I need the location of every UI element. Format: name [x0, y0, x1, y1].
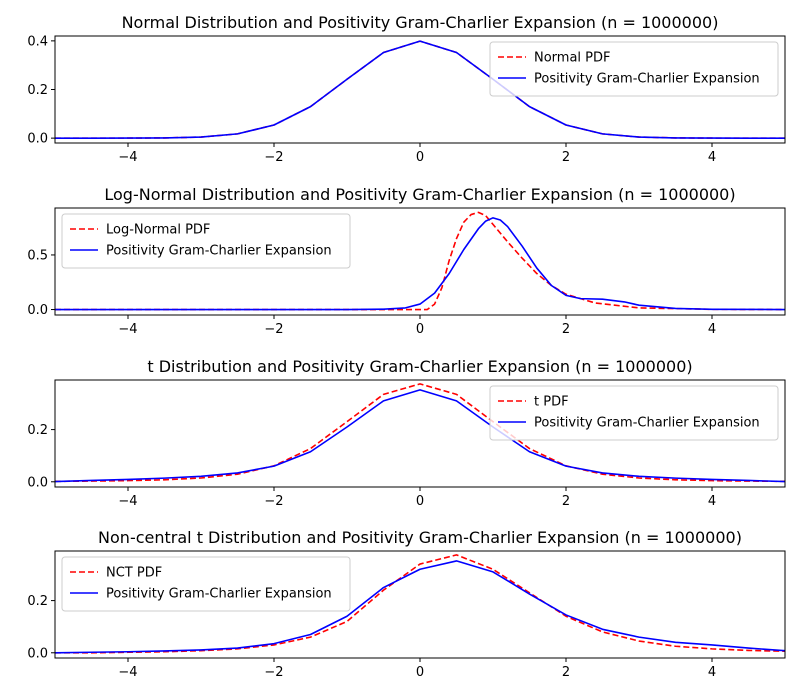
chart-2-legend-label: Log-Normal PDF [106, 223, 210, 238]
chart-4-series-gram-charlier-line [55, 560, 785, 654]
chart-4-ytick-label: 0.2 [27, 594, 48, 609]
chart-3-legend-label: Positivity Gram-Charlier Expansion [534, 416, 760, 431]
chart-3-legend-label: t PDF [534, 395, 569, 410]
chart-1-ytick-label: 0.0 [27, 132, 48, 147]
chart-1-legend-label: Positivity Gram-Charlier Expansion [534, 72, 760, 87]
chart-2-ytick-label: 0.5 [27, 248, 48, 263]
chart-3-legend: t PDF Positivity Gram-Charlier Expansion [489, 385, 779, 441]
chart-3-series-pdf-line [55, 383, 785, 483]
chart-1-legend-box [489, 41, 779, 97]
chart-1-ytick-label: 0.4 [27, 34, 48, 49]
chart-4: Non-central t Distribution and Positivit… [27, 528, 786, 680]
chart-3-series-gram-charlier-line [55, 389, 785, 483]
chart-1: Normal Distribution and Positivity Gram-… [27, 13, 786, 165]
chart-1-xtick-label: −4 [118, 150, 137, 165]
chart-1-xtick-label: 2 [562, 150, 570, 165]
chart-4-xtick-label: 2 [562, 665, 570, 680]
chart-2-xtick-label: 4 [708, 322, 716, 337]
chart-1-legend-label: Normal PDF [534, 51, 611, 66]
chart-2-xtick-label: −4 [118, 322, 137, 337]
chart-3-xtick-label: −2 [264, 494, 283, 509]
chart-1-series-gram-charlier-line [55, 40, 785, 139]
chart-2-series-pdf-line [55, 211, 785, 311]
chart-3-xtick-label: 0 [416, 494, 424, 509]
chart-2-title: Log-Normal Distribution and Positivity G… [104, 185, 735, 204]
chart-2-xtick-label: 2 [562, 322, 570, 337]
chart-3-xtick-label: 4 [708, 494, 716, 509]
chart-4-legend: NCT PDF Positivity Gram-Charlier Expansio… [61, 556, 351, 612]
chart-1-ytick-label: 0.2 [27, 83, 48, 98]
chart-2-xtick-label: 0 [416, 322, 424, 337]
chart-2-series-gram-charlier-line [55, 217, 785, 311]
chart-4-legend-box [61, 556, 351, 612]
chart-3-legend-box [489, 385, 779, 441]
chart-3-xtick-label: 2 [562, 494, 570, 509]
chart-4-legend-label: NCT PDF [106, 566, 162, 581]
chart-2-legend-label: Positivity Gram-Charlier Expansion [106, 244, 332, 259]
chart-4-xtick-label: 4 [708, 665, 716, 680]
chart-4-legend-label: Positivity Gram-Charlier Expansion [106, 587, 332, 602]
chart-4-xtick-label: −2 [264, 665, 283, 680]
chart-4-xtick-label: 0 [416, 665, 424, 680]
chart-1-xtick-label: 4 [708, 150, 716, 165]
chart-4-ytick-label: 0.0 [27, 646, 48, 661]
chart-2-xtick-label: −2 [264, 322, 283, 337]
chart-1-xtick-label: −2 [264, 150, 283, 165]
chart-1-xtick-label: 0 [416, 150, 424, 165]
chart-4-xtick-label: −4 [118, 665, 137, 680]
chart-1-title: Normal Distribution and Positivity Gram-… [122, 13, 719, 32]
chart-2-ytick-label: 0.0 [27, 303, 48, 318]
chart-3-xtick-label: −4 [118, 494, 137, 509]
chart-4-title: Non-central t Distribution and Positivit… [98, 528, 742, 547]
chart-3: t Distribution and Positivity Gram-Charl… [27, 357, 786, 509]
chart-3-title: t Distribution and Positivity Gram-Charl… [147, 357, 692, 376]
chart-1-legend: Normal PDF Positivity Gram-Charlier Expan… [489, 41, 779, 97]
chart-3-ytick-label: 0.2 [27, 423, 48, 438]
chart-3-ytick-label: 0.0 [27, 475, 48, 490]
chart-2-legend: Log-Normal PDF Positivity Gram-Charlier E… [61, 213, 351, 269]
chart-2: Log-Normal Distribution and Positivity G… [27, 185, 786, 337]
chart-2-legend-box [61, 213, 351, 269]
